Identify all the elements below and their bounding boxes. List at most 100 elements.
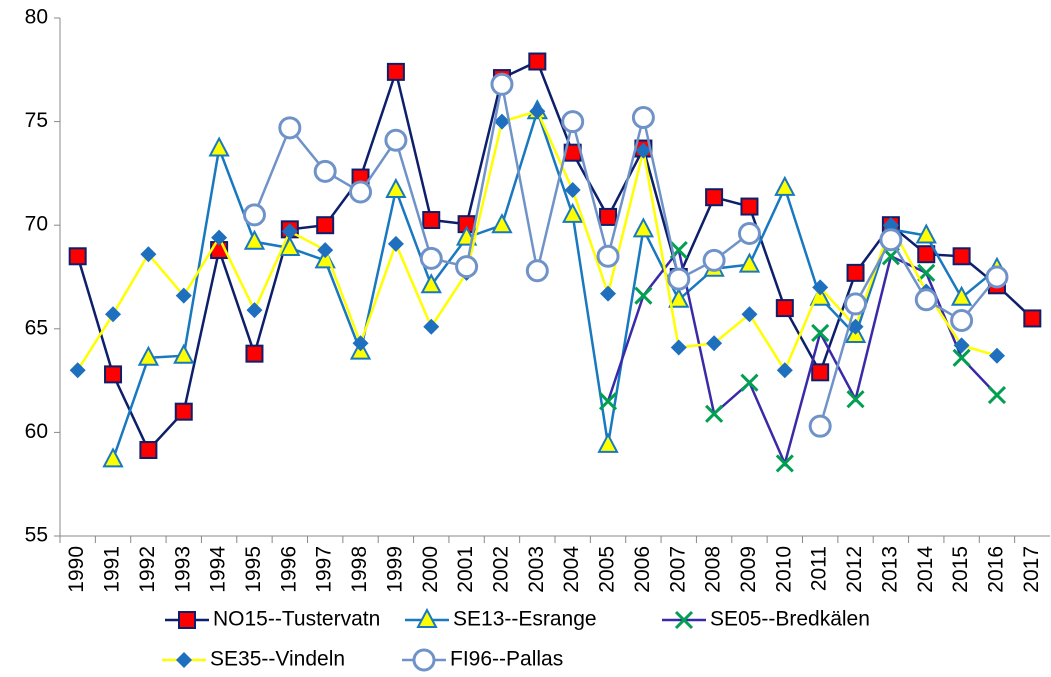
legend-item: SE05--Bredkälen — [662, 608, 870, 631]
x-tick-label: 2016 — [985, 546, 1008, 593]
y-tick-label: 55 — [25, 524, 48, 547]
data-point — [846, 263, 865, 282]
legend-label: SE13--Esrange — [453, 608, 597, 631]
data-point — [208, 136, 230, 157]
data-point — [775, 299, 794, 318]
data-point — [490, 72, 514, 96]
x-tick-label: 2009 — [737, 546, 760, 593]
data-point — [917, 263, 936, 282]
data-point — [528, 52, 547, 71]
x-tick-label: 1999 — [383, 546, 406, 593]
data-point — [950, 285, 973, 306]
data-point — [140, 246, 157, 263]
x-tick-label: 1992 — [136, 546, 159, 593]
data-point — [245, 344, 264, 363]
data-point — [670, 339, 687, 356]
data-point — [246, 302, 263, 319]
data-point — [173, 343, 195, 364]
data-point — [279, 235, 301, 256]
x-tick-label: 2006 — [631, 546, 654, 593]
data-point — [455, 255, 479, 279]
data-point — [278, 116, 302, 140]
data-point — [139, 441, 158, 460]
x-tick-label: 2002 — [490, 546, 513, 593]
data-point — [69, 362, 86, 379]
x-tick-label: 1994 — [207, 546, 230, 593]
x-tick-label: 2005 — [596, 546, 619, 593]
data-point — [243, 229, 266, 250]
data-point — [635, 142, 652, 159]
x-tick-label: 1996 — [277, 546, 300, 593]
data-point — [952, 247, 971, 266]
data-point — [917, 245, 936, 264]
data-point — [211, 229, 228, 246]
legend-marker — [674, 610, 694, 630]
data-point — [104, 365, 123, 384]
data-point — [349, 180, 373, 204]
data-point — [599, 207, 618, 226]
data-point — [950, 309, 974, 333]
data-point — [811, 363, 830, 382]
data-point — [561, 110, 585, 134]
data-point — [953, 337, 970, 354]
legend-item: NO15--Tustervatn — [165, 608, 380, 631]
data-point — [174, 402, 193, 421]
x-tick-label: 2011 — [808, 546, 831, 591]
data-point — [914, 288, 938, 312]
data-point — [422, 211, 441, 230]
series-line — [253, 84, 998, 427]
data-point — [847, 318, 864, 335]
x-tick-label: 2003 — [525, 546, 548, 593]
x-tick-label: 1997 — [313, 546, 336, 593]
data-point — [137, 345, 160, 366]
data-point — [525, 259, 549, 283]
x-tick-label: 2015 — [949, 546, 972, 593]
data-point — [879, 228, 903, 252]
data-point — [667, 267, 691, 291]
data-point — [529, 103, 546, 120]
data-point — [386, 62, 405, 81]
legend-label: SE35--Vindeln — [210, 648, 345, 671]
data-point — [812, 279, 829, 296]
x-tick-label: 1993 — [171, 546, 194, 593]
y-tick-label: 60 — [25, 420, 48, 443]
data-point — [423, 318, 440, 335]
x-tick-label: 2008 — [702, 546, 725, 593]
x-tick-label: 2000 — [419, 546, 442, 593]
legend-marker — [176, 652, 192, 668]
data-point — [844, 292, 868, 316]
legend-label: NO15--Tustervatn — [213, 608, 380, 631]
data-point — [281, 223, 298, 240]
data-point — [846, 390, 865, 409]
x-tick-label: 2010 — [772, 546, 795, 593]
legend-item: SE13--Esrange — [405, 608, 597, 631]
x-tick-label: 2012 — [843, 546, 866, 593]
data-point — [596, 244, 620, 268]
data-point — [420, 273, 442, 294]
data-point — [668, 287, 690, 308]
data-point — [741, 306, 758, 323]
legend-marker — [416, 607, 438, 628]
data-point — [808, 414, 832, 438]
data-point — [352, 335, 369, 352]
data-point — [740, 373, 759, 392]
data-point — [915, 223, 937, 244]
data-point — [774, 175, 796, 196]
y-tick-label: 80 — [25, 6, 48, 29]
data-point — [597, 432, 619, 453]
series-line — [76, 59, 1034, 453]
x-tick-label: 2017 — [1020, 546, 1043, 593]
data-point — [564, 181, 581, 198]
data-point — [316, 216, 335, 235]
data-point — [68, 247, 87, 266]
data-point — [631, 105, 655, 129]
data-point — [384, 128, 408, 152]
legend-item: FI96--Pallas — [402, 648, 563, 672]
data-point — [738, 252, 761, 273]
data-point — [634, 286, 653, 305]
data-point — [988, 347, 1005, 364]
data-point — [385, 177, 407, 198]
legend-item: SE35--Vindeln — [162, 648, 345, 671]
x-tick-label: 1990 — [65, 546, 88, 593]
